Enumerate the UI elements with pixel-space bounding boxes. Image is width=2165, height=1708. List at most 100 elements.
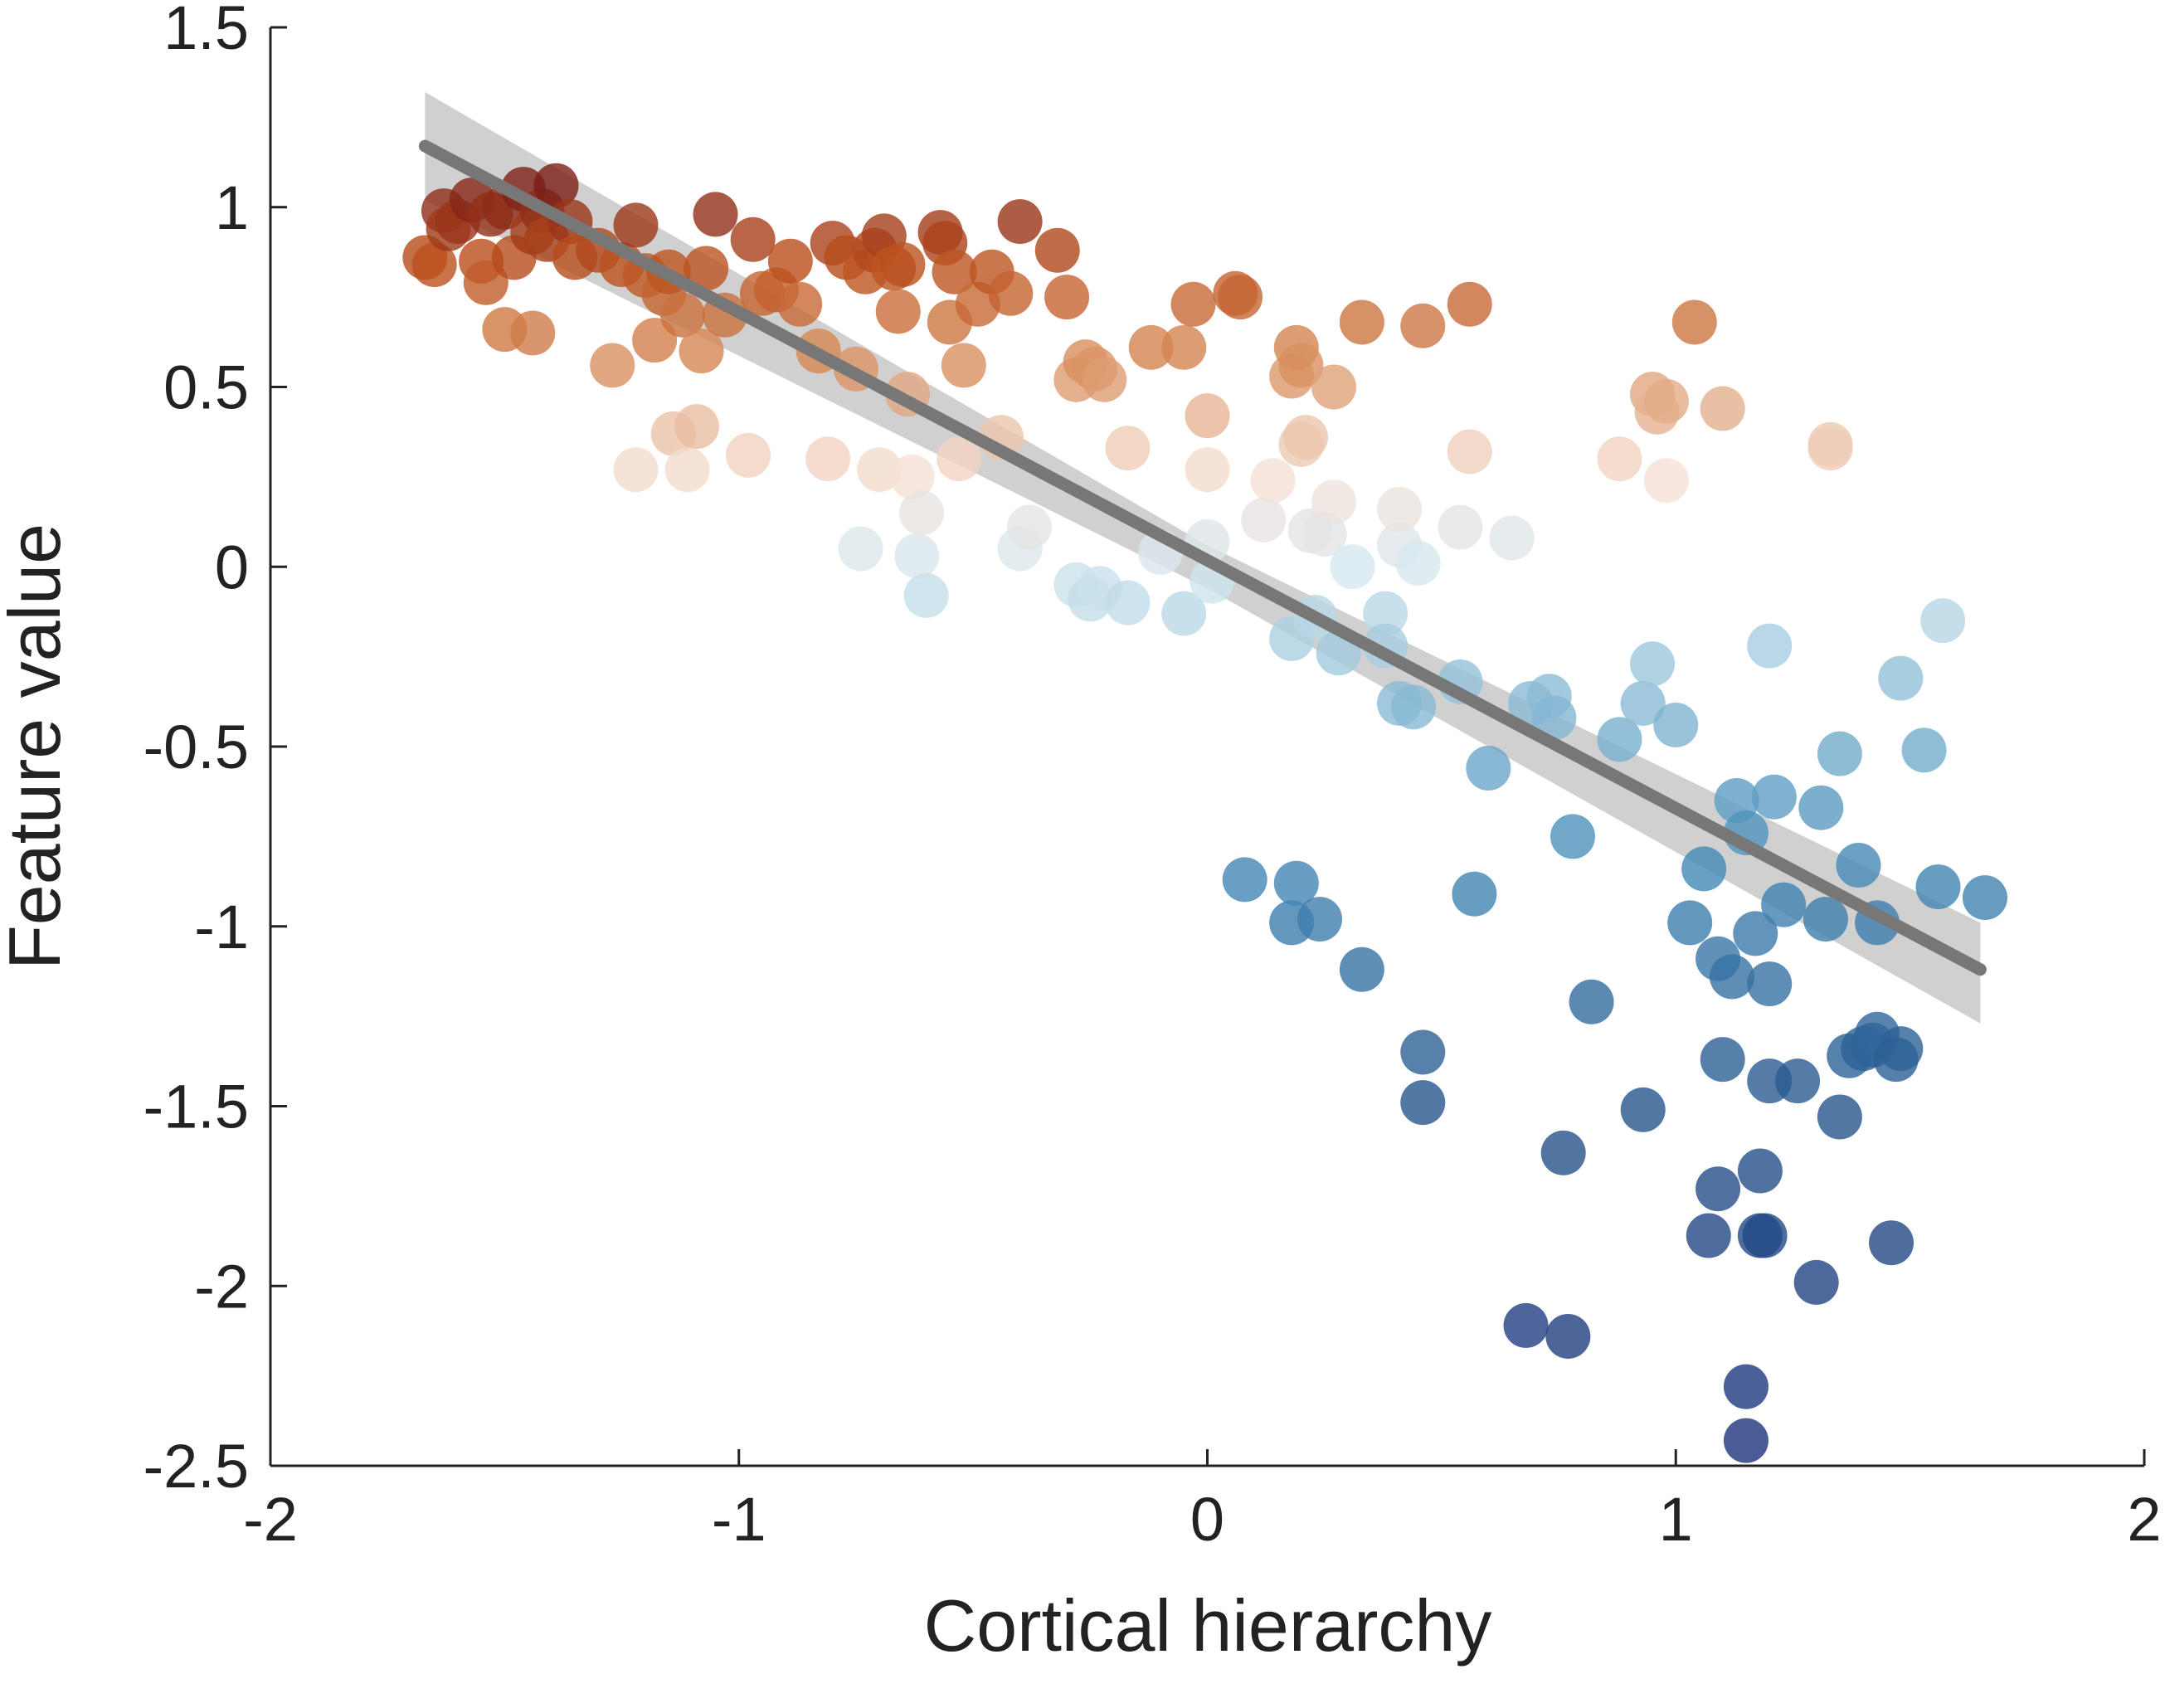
data-point-35 xyxy=(693,192,738,237)
data-point-111 xyxy=(1311,479,1356,525)
data-point-146 xyxy=(1630,641,1676,687)
y-tick-label-0: -2.5 xyxy=(143,1432,249,1501)
data-point-194 xyxy=(1920,598,1966,644)
y-tick-label-2: -1.5 xyxy=(143,1073,249,1141)
data-point-152 xyxy=(1667,900,1713,946)
data-point-57 xyxy=(889,454,935,499)
data-point-176 xyxy=(1798,785,1844,830)
y-tick-label-6: 0.5 xyxy=(163,353,249,422)
data-point-117 xyxy=(1363,591,1408,636)
data-point-156 xyxy=(1696,1166,1741,1212)
data-point-54 xyxy=(875,289,921,334)
x-axis-label: Cortical hierarchy xyxy=(924,1584,1492,1667)
data-point-42 xyxy=(777,281,823,327)
data-point-140 xyxy=(1550,814,1596,859)
y-tick-label-4: -0.5 xyxy=(143,713,249,781)
data-point-112 xyxy=(1311,364,1356,410)
data-point-17 xyxy=(533,163,579,208)
data-point-60 xyxy=(903,572,949,618)
data-point-160 xyxy=(1710,954,1755,1000)
data-point-137 xyxy=(1531,695,1577,741)
x-tick-label-4: 2 xyxy=(2127,1485,2161,1554)
data-point-130 xyxy=(1452,871,1497,917)
data-point-74 xyxy=(1034,227,1080,273)
data-point-85 xyxy=(1128,324,1174,370)
data-point-31 xyxy=(664,447,710,493)
data-point-87 xyxy=(1161,324,1207,370)
data-point-116 xyxy=(1339,946,1384,992)
data-point-168 xyxy=(1742,1213,1788,1258)
data-point-132 xyxy=(1466,746,1511,791)
data-point-158 xyxy=(1700,1037,1745,1083)
data-points-layer xyxy=(402,163,2007,1463)
data-point-34 xyxy=(684,246,729,291)
data-point-191 xyxy=(1878,655,1924,701)
data-point-171 xyxy=(1747,961,1793,1007)
data-point-58 xyxy=(894,533,940,579)
data-point-41 xyxy=(767,238,813,284)
data-point-145 xyxy=(1620,1087,1666,1132)
data-point-138 xyxy=(1540,1130,1586,1175)
data-point-59 xyxy=(899,490,945,536)
data-point-151 xyxy=(1653,702,1699,747)
data-point-89 xyxy=(1170,281,1216,327)
data-point-24 xyxy=(613,447,659,493)
data-point-123 xyxy=(1395,540,1441,586)
data-point-124 xyxy=(1400,1029,1446,1075)
data-point-181 xyxy=(1817,731,1862,776)
data-point-192 xyxy=(1901,727,1947,773)
data-point-155 xyxy=(1686,1213,1731,1258)
data-point-144 xyxy=(1620,680,1666,726)
data-point-163 xyxy=(1723,1364,1768,1409)
data-point-103 xyxy=(1273,860,1319,906)
data-point-150 xyxy=(1643,458,1689,504)
data-point-127 xyxy=(1438,504,1483,550)
data-point-65 xyxy=(937,436,982,482)
data-point-37 xyxy=(726,432,771,478)
x-tick-label-1: -1 xyxy=(712,1485,766,1554)
data-point-75 xyxy=(1044,275,1090,320)
data-point-109 xyxy=(1297,897,1343,942)
data-point-169 xyxy=(1747,623,1793,669)
data-point-188 xyxy=(1869,1220,1914,1266)
data-point-177 xyxy=(1803,897,1848,942)
data-point-32 xyxy=(674,404,719,450)
data-point-172 xyxy=(1751,774,1797,820)
data-point-142 xyxy=(1597,717,1642,762)
data-point-164 xyxy=(1723,1418,1768,1463)
axes-layer xyxy=(269,26,2146,1467)
data-point-115 xyxy=(1339,299,1384,345)
data-point-179 xyxy=(1807,426,1853,471)
regression-line xyxy=(418,139,1987,976)
data-point-1 xyxy=(411,242,457,288)
data-point-175 xyxy=(1793,1259,1839,1305)
data-point-44 xyxy=(805,436,851,482)
data-point-98 xyxy=(1250,458,1296,504)
data-point-70 xyxy=(988,270,1034,316)
data-point-125 xyxy=(1400,303,1446,348)
data-point-149 xyxy=(1643,378,1689,424)
data-point-88 xyxy=(1161,591,1207,636)
data-point-190 xyxy=(1878,1026,1924,1072)
y-tick-label-1: -2 xyxy=(194,1252,249,1321)
y-tick-label-3: -1 xyxy=(194,893,249,961)
data-point-174 xyxy=(1775,1058,1821,1104)
data-point-14 xyxy=(510,310,556,356)
data-point-91 xyxy=(1185,447,1230,493)
data-point-33 xyxy=(679,328,724,374)
data-point-64 xyxy=(932,249,977,294)
data-point-55 xyxy=(880,242,926,288)
data-point-129 xyxy=(1447,429,1492,474)
data-point-141 xyxy=(1569,979,1614,1024)
data-point-21 xyxy=(590,343,635,388)
data-point-83 xyxy=(1105,580,1151,625)
y-tick-label-7: 1 xyxy=(215,173,249,242)
data-point-159 xyxy=(1700,386,1745,431)
data-point-193 xyxy=(1915,864,1961,910)
data-point-114 xyxy=(1330,544,1375,590)
data-point-48 xyxy=(838,526,883,572)
data-point-38 xyxy=(730,217,776,262)
data-point-90 xyxy=(1185,393,1230,439)
data-point-96 xyxy=(1222,857,1267,903)
